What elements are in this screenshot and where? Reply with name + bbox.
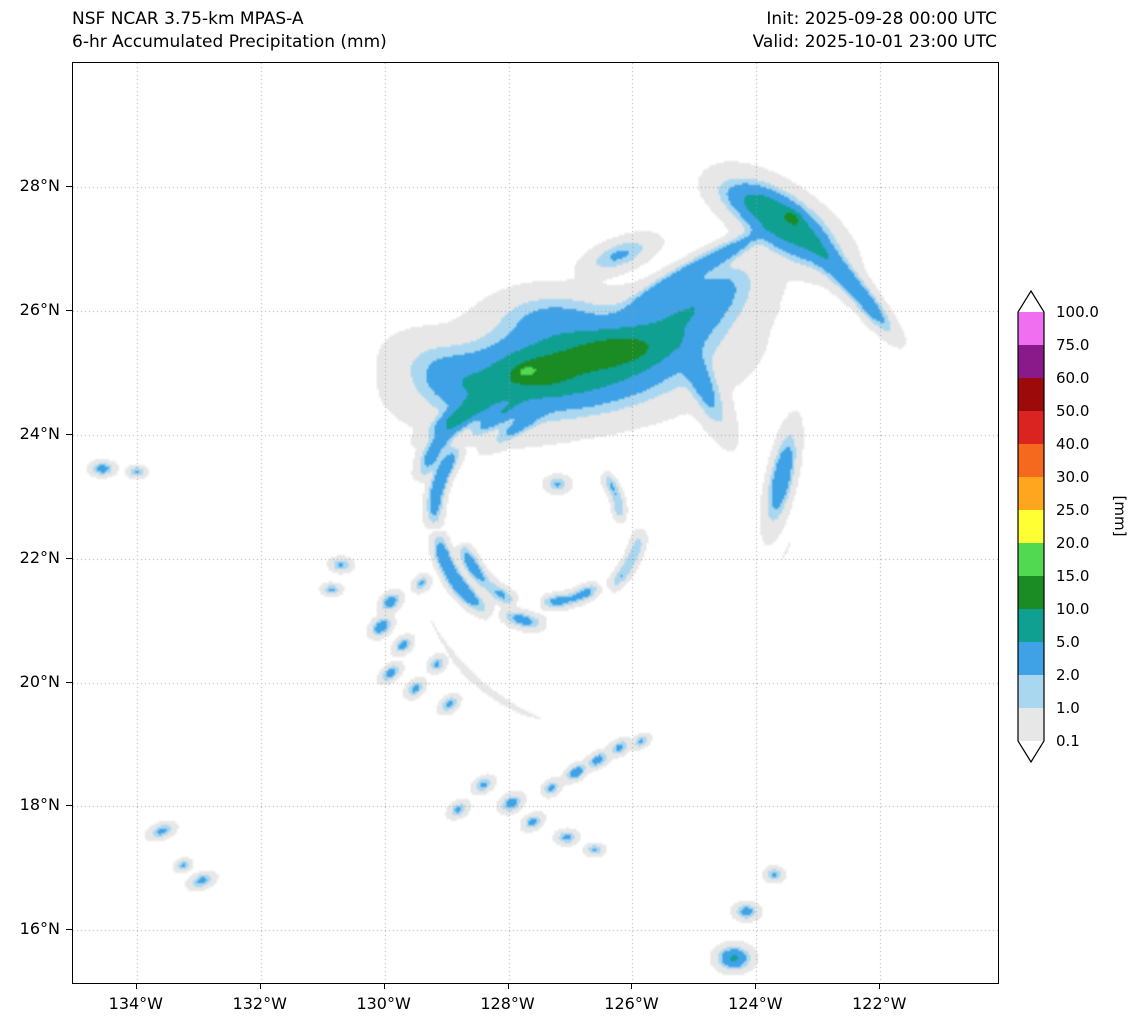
y-axis-tick (66, 557, 72, 559)
colorbar: 0.1 1.0 2.0 5.0 10.0 15.0 20.0 25.0 30.0 40.0 50.0… (1012, 283, 1142, 783)
y-axis-tick (66, 309, 72, 311)
colorbar-tick-label: 60.0 (1056, 369, 1089, 387)
colorbar-segment (1018, 345, 1044, 378)
y-axis-tick (66, 433, 72, 435)
colorbar-segment (1018, 642, 1044, 675)
x-axis-tick (631, 983, 633, 989)
colorbar-tick-label: 100.0 (1056, 303, 1099, 321)
colorbar-segment (1018, 444, 1044, 477)
colorbar-tick-label: 5.0 (1056, 633, 1080, 651)
header-right: Init: 2025-09-28 00:00 UTC Valid: 2025-1… (753, 8, 997, 54)
y-axis-tick-label: 26°N (19, 299, 60, 319)
init-time-label: Init: 2025-09-28 00:00 UTC (766, 9, 997, 29)
header-left: NSF NCAR 3.75-km MPAS-A 6-hr Accumulated… (72, 8, 387, 54)
precipitation-map-canvas (73, 63, 998, 983)
colorbar-segment (1018, 411, 1044, 444)
y-axis-tick-label: 22°N (19, 547, 60, 567)
x-axis-tick-label: 124°W (728, 994, 783, 1013)
map-plot (72, 62, 999, 984)
x-axis-tick (755, 983, 757, 989)
colorbar-tick-label: 2.0 (1056, 666, 1080, 684)
product-title: 6-hr Accumulated Precipitation (mm) (72, 32, 387, 52)
x-axis-tick-label: 134°W (108, 994, 163, 1013)
x-axis-tick-label: 122°W (852, 994, 907, 1013)
colorbar-over-arrow (1018, 291, 1044, 312)
y-axis-tick-label: 28°N (19, 175, 60, 195)
colorbar-tick-label: 75.0 (1056, 336, 1089, 354)
model-title: NSF NCAR 3.75-km MPAS-A (72, 9, 304, 29)
x-axis-tick (507, 983, 509, 989)
colorbar-segment (1018, 576, 1044, 609)
colorbar-segment (1018, 312, 1044, 345)
x-axis-tick-label: 126°W (604, 994, 659, 1013)
colorbar-tick-label: 0.1 (1056, 732, 1080, 750)
y-axis-tick-label: 24°N (19, 423, 60, 443)
y-axis-tick (66, 681, 72, 683)
colorbar-tick-label: 10.0 (1056, 600, 1089, 618)
x-axis-tick-label: 130°W (356, 994, 411, 1013)
y-axis-tick (66, 805, 72, 807)
colorbar-segment (1018, 510, 1044, 543)
x-axis-tick (383, 983, 385, 989)
colorbar-tick-label: 1.0 (1056, 699, 1080, 717)
y-axis-tick (66, 185, 72, 187)
valid-time-label: Valid: 2025-10-01 23:00 UTC (752, 32, 997, 52)
y-axis-tick-label: 16°N (19, 919, 60, 939)
y-axis-tick-label: 18°N (19, 795, 60, 815)
colorbar-segment (1018, 708, 1044, 741)
x-axis-tick (259, 983, 261, 989)
colorbar-segment (1018, 675, 1044, 708)
colorbar-tick-label: 20.0 (1056, 534, 1089, 552)
colorbar-segment (1018, 477, 1044, 510)
x-axis-tick (879, 983, 881, 989)
colorbar-units-label: [mm] (1111, 495, 1129, 537)
colorbar-outline (1017, 289, 1045, 764)
x-axis-tick (135, 983, 137, 989)
x-axis-tick-label: 132°W (232, 994, 287, 1013)
colorbar-tick-label: 15.0 (1056, 567, 1089, 585)
colorbar-segment (1018, 543, 1044, 576)
x-axis-tick-label: 128°W (480, 994, 535, 1013)
colorbar-segment (1018, 609, 1044, 642)
colorbar-tick-label: 30.0 (1056, 468, 1089, 486)
colorbar-tick-label: 50.0 (1056, 402, 1089, 420)
y-axis-tick (66, 929, 72, 931)
colorbar-under-arrow (1018, 741, 1044, 762)
colorbar-scale: 0.1 1.0 2.0 5.0 10.0 15.0 20.0 25.0 30.0 40.0 50.0… (1017, 289, 1099, 764)
colorbar-tick-label: 40.0 (1056, 435, 1089, 453)
y-axis-tick-label: 20°N (19, 671, 60, 691)
colorbar-segment (1018, 378, 1044, 411)
colorbar-tick-label: 25.0 (1056, 501, 1089, 519)
